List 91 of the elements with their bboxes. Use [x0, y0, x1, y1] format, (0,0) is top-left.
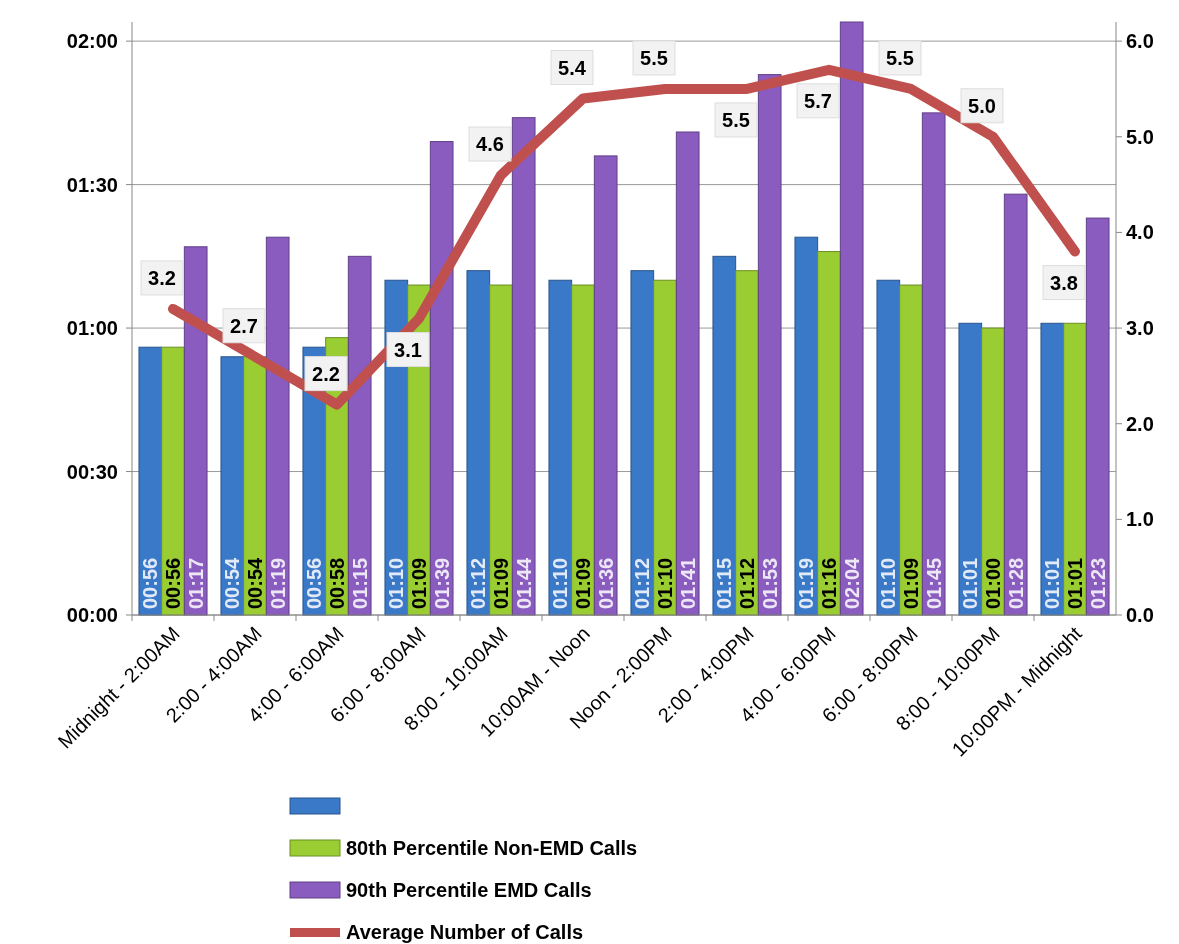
data-label: 2.7	[230, 314, 258, 337]
data-label: 00:56	[139, 557, 162, 609]
data-label: 5.5	[640, 46, 668, 69]
data-label: 01:36	[594, 557, 617, 609]
bar	[794, 236, 819, 616]
bar	[466, 270, 491, 616]
data-label: 01:01	[959, 557, 982, 609]
data-label: 01:10	[877, 557, 900, 609]
data-label: 00:54	[244, 556, 266, 609]
data-label: 01:16	[818, 557, 840, 609]
data-label: 5.5	[886, 46, 914, 69]
bar	[1085, 217, 1110, 616]
bar	[183, 246, 208, 616]
y-tick-label: 01:00	[66, 317, 118, 340]
data-label: 01:12	[736, 557, 758, 609]
bar	[981, 327, 1005, 616]
data-label: 3.8	[1050, 271, 1078, 294]
data-label: 01:41	[676, 557, 699, 609]
data-label: 01:00	[982, 557, 1004, 609]
data-label: 01:12	[631, 557, 654, 609]
data-label: 01:19	[795, 557, 818, 609]
data-label: 01:09	[900, 557, 922, 609]
bar	[1063, 322, 1087, 616]
bar	[347, 255, 372, 616]
bar	[958, 322, 983, 616]
data-label: 00:54	[221, 556, 244, 609]
y2-tick-label: 2.0	[1126, 412, 1154, 435]
legend-label: Average Number of Calls	[346, 921, 584, 943]
data-label: 5.0	[968, 94, 996, 117]
data-label: 4.6	[476, 133, 504, 156]
y2-tick-label: 4.0	[1126, 221, 1154, 244]
bar	[548, 279, 573, 616]
bar	[921, 112, 946, 616]
data-label: 01:12	[467, 557, 490, 609]
legend-label: 90th Percentile EMD Calls	[346, 879, 592, 901]
data-label: 01:09	[490, 557, 512, 609]
data-label: 5.4	[558, 56, 587, 79]
bar	[839, 21, 864, 616]
bar	[712, 255, 737, 616]
data-label: 5.7	[804, 89, 832, 112]
bar	[675, 131, 700, 616]
data-label: 3.1	[394, 338, 422, 361]
bar	[429, 141, 454, 616]
data-label: 2.2	[312, 362, 340, 385]
bar	[899, 284, 923, 616]
data-label: 01:17	[184, 557, 207, 609]
bar	[511, 117, 536, 616]
data-label: 01:19	[266, 557, 289, 609]
data-label: 02:04	[840, 556, 863, 609]
data-label: 01:39	[430, 557, 453, 609]
bar	[1003, 193, 1028, 616]
bar	[817, 251, 841, 616]
bar	[1040, 322, 1065, 616]
data-label: 01:10	[385, 557, 408, 609]
y-tick-label: 01:30	[66, 173, 118, 196]
y-tick-label: 00:30	[66, 460, 118, 483]
y-tick-label: 00:00	[66, 604, 118, 626]
y2-tick-label: 0.0	[1126, 604, 1154, 626]
y2-tick-label: 6.0	[1126, 30, 1154, 53]
data-label: 3.2	[148, 266, 176, 289]
legend-label: 80th Percentile Non-EMD Calls	[346, 837, 638, 859]
bar	[630, 270, 655, 616]
data-label: 01:23	[1086, 557, 1109, 609]
bar	[571, 284, 595, 616]
data-label: 01:53	[758, 557, 781, 609]
data-label: 01:01	[1041, 557, 1064, 609]
bar	[757, 74, 782, 616]
data-label: 01:09	[408, 557, 430, 609]
data-label: 01:45	[922, 557, 945, 609]
data-label: 01:28	[1004, 557, 1027, 609]
data-label: 01:01	[1064, 557, 1086, 609]
bar	[735, 270, 759, 616]
data-label: 5.5	[722, 108, 750, 131]
y-tick-label: 02:00	[66, 30, 118, 53]
bar	[489, 284, 513, 616]
data-label: 00:58	[326, 557, 348, 609]
y2-tick-label: 1.0	[1126, 508, 1154, 531]
data-label: 00:56	[162, 557, 184, 609]
bar	[593, 155, 618, 616]
y2-tick-label: 5.0	[1126, 125, 1154, 148]
data-label: 00:56	[303, 557, 326, 609]
data-label: 01:44	[512, 556, 535, 609]
y2-tick-label: 3.0	[1126, 317, 1154, 340]
data-label: 01:10	[654, 557, 676, 609]
data-label: 01:15	[348, 557, 371, 609]
bar	[265, 236, 290, 616]
data-label: 01:09	[572, 557, 594, 609]
data-label: 01:15	[713, 557, 736, 609]
bar	[653, 279, 677, 616]
data-label: 01:10	[549, 557, 572, 609]
bar	[876, 279, 901, 616]
